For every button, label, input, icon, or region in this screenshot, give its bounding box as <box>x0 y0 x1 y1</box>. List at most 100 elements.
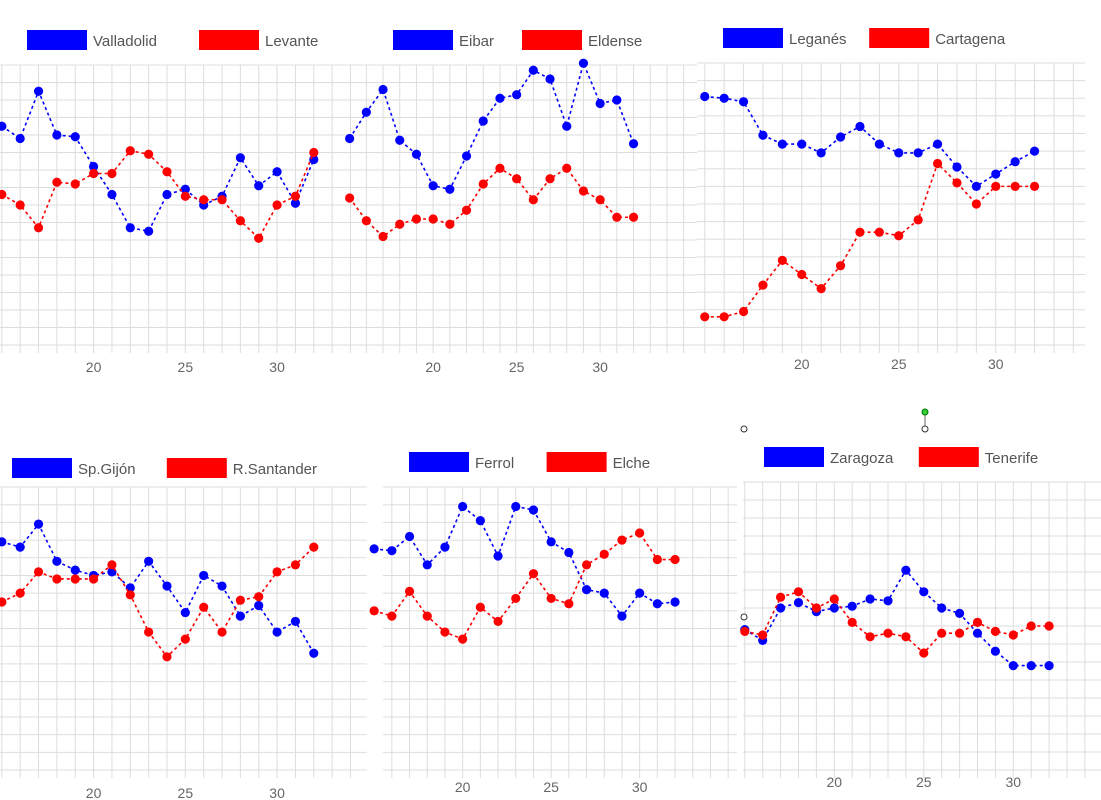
resize-handle-icon[interactable] <box>921 425 929 433</box>
data-point[interactable] <box>180 634 190 644</box>
legend-label-1[interactable]: Valladolid <box>93 33 157 50</box>
legend-label-1[interactable]: Ferrol <box>475 455 514 472</box>
data-point[interactable] <box>0 189 7 200</box>
legend-swatch-1[interactable] <box>393 30 453 50</box>
data-point[interactable] <box>758 130 768 140</box>
data-point[interactable] <box>125 590 135 600</box>
data-point[interactable] <box>937 603 947 613</box>
data-point[interactable] <box>564 547 574 558</box>
data-point[interactable] <box>719 312 729 322</box>
data-point[interactable] <box>952 162 962 172</box>
data-point[interactable] <box>15 133 25 144</box>
data-point[interactable] <box>777 139 787 149</box>
data-point[interactable] <box>829 594 839 604</box>
data-point[interactable] <box>290 191 301 201</box>
data-point[interactable] <box>612 212 622 222</box>
data-point[interactable] <box>990 646 1000 656</box>
data-point[interactable] <box>369 544 379 554</box>
data-point[interactable] <box>512 90 522 100</box>
legend-swatch-2[interactable] <box>199 30 259 50</box>
data-point[interactable] <box>700 91 710 102</box>
data-point[interactable] <box>361 107 371 117</box>
data-point[interactable] <box>290 616 301 627</box>
data-point[interactable] <box>599 549 609 559</box>
data-point[interactable] <box>478 179 488 189</box>
data-point[interactable] <box>865 632 875 642</box>
data-point[interactable] <box>125 223 135 233</box>
data-point[interactable] <box>15 588 25 598</box>
data-point[interactable] <box>411 214 422 224</box>
data-point[interactable] <box>387 546 397 556</box>
data-point[interactable] <box>52 556 62 566</box>
data-point[interactable] <box>1008 661 1018 671</box>
legend-swatch-1[interactable] <box>723 28 783 48</box>
data-point[interactable] <box>511 593 521 604</box>
data-point[interactable] <box>855 227 865 237</box>
data-point[interactable] <box>635 588 645 598</box>
data-point[interactable] <box>235 216 245 226</box>
data-point[interactable] <box>1029 146 1040 156</box>
data-point[interactable] <box>107 168 117 179</box>
data-point[interactable] <box>33 223 44 233</box>
resize-handle-icon[interactable] <box>740 613 748 621</box>
data-point[interactable] <box>461 205 472 215</box>
data-point[interactable] <box>107 189 117 200</box>
data-point[interactable] <box>378 84 388 95</box>
data-point[interactable] <box>578 186 589 196</box>
data-point[interactable] <box>1044 661 1054 671</box>
data-point[interactable] <box>88 161 99 172</box>
data-point[interactable] <box>1044 621 1054 631</box>
data-point[interactable] <box>617 611 627 621</box>
legend-label-2[interactable]: Tenerife <box>985 450 1038 467</box>
data-point[interactable] <box>180 191 190 201</box>
data-point[interactable] <box>797 139 807 149</box>
data-point[interactable] <box>458 634 468 644</box>
rotate-handle-icon[interactable] <box>921 408 929 416</box>
data-point[interactable] <box>528 569 539 579</box>
data-point[interactable] <box>475 516 485 526</box>
data-point[interactable] <box>254 592 264 602</box>
data-point[interactable] <box>493 551 503 561</box>
data-point[interactable] <box>428 181 438 191</box>
legend-label-1[interactable]: Sp.Gijón <box>78 461 136 478</box>
data-point[interactable] <box>475 602 485 612</box>
data-point[interactable] <box>865 594 875 604</box>
data-point[interactable] <box>793 598 804 608</box>
data-point[interactable] <box>901 632 911 642</box>
data-point[interactable] <box>919 587 929 597</box>
data-point[interactable] <box>395 219 405 229</box>
data-point[interactable] <box>670 554 680 565</box>
data-point[interactable] <box>528 195 538 205</box>
data-point[interactable] <box>1026 661 1036 671</box>
data-point[interactable] <box>1008 630 1018 640</box>
data-point[interactable] <box>932 139 943 149</box>
data-point[interactable] <box>919 648 929 658</box>
data-point[interactable] <box>70 565 80 575</box>
data-point[interactable] <box>33 567 44 577</box>
data-point[interactable] <box>0 597 7 607</box>
data-point[interactable] <box>144 226 154 236</box>
data-point[interactable] <box>309 648 319 658</box>
legend-swatch-2[interactable] <box>546 452 607 472</box>
data-point[interactable] <box>162 652 172 662</box>
data-point[interactable] <box>70 132 80 142</box>
data-point[interactable] <box>740 626 750 637</box>
data-point[interactable] <box>52 574 62 584</box>
data-point[interactable] <box>180 184 190 194</box>
data-point[interactable] <box>445 184 455 194</box>
data-point[interactable] <box>52 130 62 140</box>
data-point[interactable] <box>913 215 923 225</box>
data-point[interactable] <box>217 581 227 591</box>
data-point[interactable] <box>0 121 7 131</box>
data-point[interactable] <box>88 574 99 584</box>
data-point[interactable] <box>199 570 209 581</box>
data-point[interactable] <box>972 617 983 628</box>
data-point[interactable] <box>628 139 639 149</box>
data-point[interactable] <box>777 255 787 265</box>
data-point[interactable] <box>581 560 592 570</box>
data-point[interactable] <box>775 592 786 602</box>
data-point[interactable] <box>901 565 911 575</box>
data-point[interactable] <box>395 135 405 145</box>
data-point[interactable] <box>738 306 749 317</box>
legend-swatch-1[interactable] <box>409 452 469 472</box>
